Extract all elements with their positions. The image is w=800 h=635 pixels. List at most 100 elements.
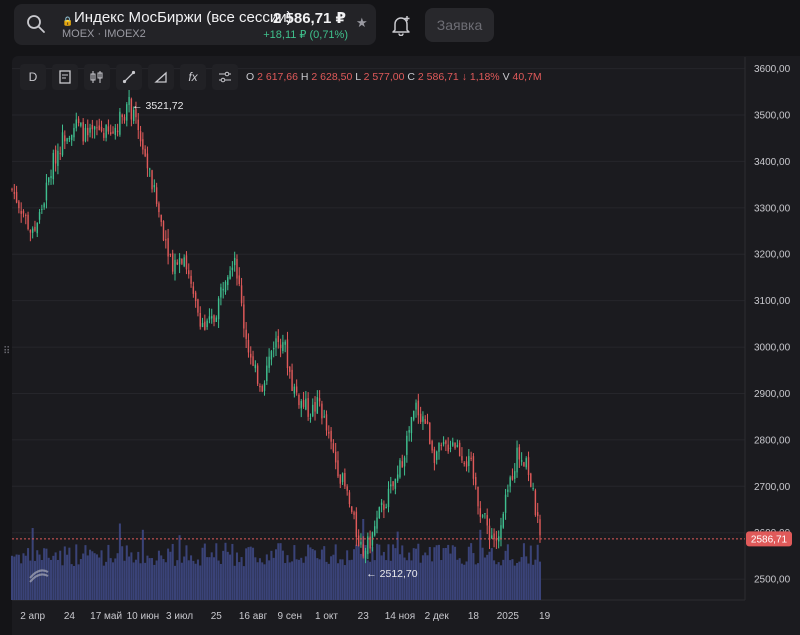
volume-bar [389,560,392,600]
search-icon[interactable] [26,14,46,34]
volume-bar [180,562,183,600]
candle-body [222,288,224,291]
candle-body [422,416,424,422]
candle-body [153,185,156,188]
volume-bar [56,559,59,600]
candle-body [227,277,229,286]
candle-body [169,253,172,255]
candle-body [415,402,417,410]
volume-bar [415,548,418,600]
candle-body [431,441,433,451]
candle-body [224,281,227,293]
volume-bar [302,562,305,600]
volume-bar [201,547,204,600]
open-value: 2 617,66 [257,71,298,83]
volume-bar [167,548,170,600]
candle-body [105,124,107,138]
candle-body [130,98,133,120]
candle-body [401,461,403,468]
candle-body [18,201,20,209]
price-tick-label: 3000,00 [754,343,791,354]
volume-bar [274,549,278,600]
candle-body [302,400,305,407]
candle-body [123,116,126,121]
candle-body [330,430,332,442]
volume-bar [284,563,287,600]
panel-resize-handle[interactable]: ⠿ [3,346,11,357]
candle-body [488,525,491,541]
indicator-icon[interactable] [52,64,78,90]
volume-bar [525,556,528,600]
candle-body [295,386,298,393]
volume-bar [495,564,498,600]
candle-body [507,489,509,492]
volume-bar [242,566,245,600]
candle-body [229,270,231,279]
volume-bar [456,559,459,600]
candle-body [275,338,277,348]
candle-body [201,322,204,328]
order-button[interactable]: Заявка [425,8,494,42]
candle-body [59,153,61,155]
candle-body [369,536,371,549]
candle-body [456,445,459,447]
volume-bar [89,549,92,600]
candle-body [440,444,442,446]
candle-body [534,490,537,516]
volume-bar [481,547,484,600]
volume-bar [171,543,174,600]
volume-bar [387,544,390,600]
candle-body [362,544,364,557]
volume-bar [316,558,319,600]
volume-bar [513,565,516,600]
volume-bar [134,559,137,600]
fx-icon[interactable]: fx [180,64,206,90]
star-icon[interactable]: ★ [356,15,368,30]
candle-body [486,515,488,526]
candle-body [73,127,75,138]
volume-bar [394,548,397,600]
candle-body [424,419,426,424]
candle-body [518,447,521,460]
volume-bar [98,557,101,600]
candle-body [413,410,415,420]
time-tick-label: 16 авг [239,611,268,622]
fx-label: fx [188,70,198,84]
volume-bar [522,543,525,600]
draw-line-icon[interactable] [116,64,142,90]
settings-sliders-icon[interactable] [212,64,238,90]
price-tick-label: 2500,00 [754,575,791,586]
volume-bar [325,561,328,600]
volume-bar [527,563,530,600]
candle-body [245,329,247,339]
volume-bar [380,555,383,600]
volume-bar [116,553,119,600]
candle-body [348,492,351,505]
candle-body [392,481,394,487]
candle-body [233,257,236,266]
volume-bar [279,543,282,600]
volume-bar [304,556,307,600]
candles-icon[interactable] [84,64,110,90]
volume-bar [66,554,69,600]
volume-bar [479,529,482,600]
bell-plus-icon[interactable] [390,14,412,36]
candle-body [256,365,259,384]
volume-bar [38,554,41,600]
candle-body [309,418,312,420]
candle-body [64,135,66,142]
candle-body [344,473,346,487]
volume-bar [373,560,376,600]
instrument-selector[interactable]: 🔒 Индекс МосБиржи (все сессии) MOEX · IM… [14,4,376,45]
volume-bar [336,563,339,600]
time-tick-label: 3 июл [166,611,193,622]
interval-button[interactable]: D [20,64,46,90]
draw-shapes-icon[interactable] [148,64,174,90]
candle-body [493,533,495,539]
candle-body [171,253,174,272]
candle-body [126,104,128,121]
exchange-line: MOEX · IMOEX2 [62,28,146,40]
volume-bar [144,562,147,600]
volume-bar [364,544,367,600]
